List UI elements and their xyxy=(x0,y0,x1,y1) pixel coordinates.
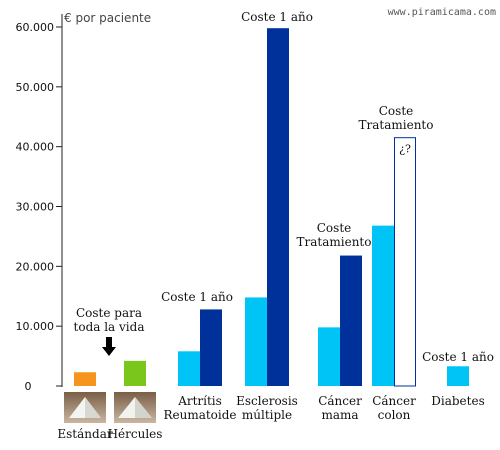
category-label-esclerosis-multiple: Esclerosis xyxy=(236,394,298,408)
y-tick-group: 0 10.000 20.000 30.000 40.000 50.000 60.000 xyxy=(16,21,62,393)
category-label-diabetes: Diabetes xyxy=(431,394,484,408)
bar-unknown-label: ¿? xyxy=(399,143,411,156)
annotation-coste-tratamiento: Coste xyxy=(379,104,414,118)
annotation-coste-para-toda-la-vida: Coste para xyxy=(76,306,142,320)
annotation-coste-1-ano: Coste 1 año xyxy=(241,10,313,24)
category-label-cancer-colon: Cáncer xyxy=(372,394,416,408)
bar-estandar xyxy=(74,372,96,386)
bar-artritis-reumatoide-light xyxy=(178,351,200,386)
y-tick-label: 20.000 xyxy=(16,260,55,273)
bar-cancer-mama-dark xyxy=(340,255,362,386)
category-label-hercules: Hércules xyxy=(108,427,163,441)
annotation-coste-para-toda-la-vida: toda la vida xyxy=(74,320,145,334)
bar-cancer-colon-unknown xyxy=(394,137,416,387)
category-label-cancer-colon: colon xyxy=(378,408,411,422)
bar-hercules xyxy=(124,360,146,386)
y-tick-label: 60.000 xyxy=(16,21,55,34)
bar-cancer-colon-light xyxy=(372,225,394,386)
y-axis-unit-label: € por paciente xyxy=(64,11,151,25)
category-label-cancer-mama: Cáncer xyxy=(318,394,362,408)
bar-esclerosis-multiple-dark xyxy=(267,28,289,387)
pyramid-estandar-photo xyxy=(64,392,106,423)
y-tick-label: 40.000 xyxy=(16,141,55,154)
category-label-esclerosis-multiple: múltiple xyxy=(242,408,292,422)
annotation-coste-tratamiento: Tratamiento xyxy=(359,118,434,132)
bar-diabetes xyxy=(447,366,469,386)
annotation-coste-1-ano: Coste 1 año xyxy=(161,290,233,304)
category-label-cancer-mama: mama xyxy=(321,408,358,422)
y-tick-label: 0 xyxy=(25,380,32,393)
annotation-coste-tratamiento: Coste xyxy=(317,221,352,235)
annotation-coste-1-ano: Coste 1 año xyxy=(422,350,494,364)
y-tick-label: 10.000 xyxy=(16,320,55,333)
bar-group: ¿? xyxy=(74,28,469,387)
y-tick-label: 30.000 xyxy=(16,201,55,214)
annotation-coste-tratamiento: Tratamiento xyxy=(297,235,372,249)
bar-esclerosis-multiple-light xyxy=(245,297,267,386)
bar-artritis-reumatoide-dark xyxy=(200,309,222,386)
arrow-down-icon xyxy=(102,337,116,356)
category-label-estandar: Estándar xyxy=(57,427,112,441)
category-label-artritis-reumatoide: Artrítis xyxy=(177,394,222,408)
pyramid-hercules-photo xyxy=(114,392,156,423)
category-label-artritis-reumatoide: Reumatoide xyxy=(163,408,236,422)
source-url: www.piramicama.com xyxy=(388,7,496,18)
bar-cancer-mama-light xyxy=(318,327,340,386)
y-tick-label: 50.000 xyxy=(16,81,55,94)
